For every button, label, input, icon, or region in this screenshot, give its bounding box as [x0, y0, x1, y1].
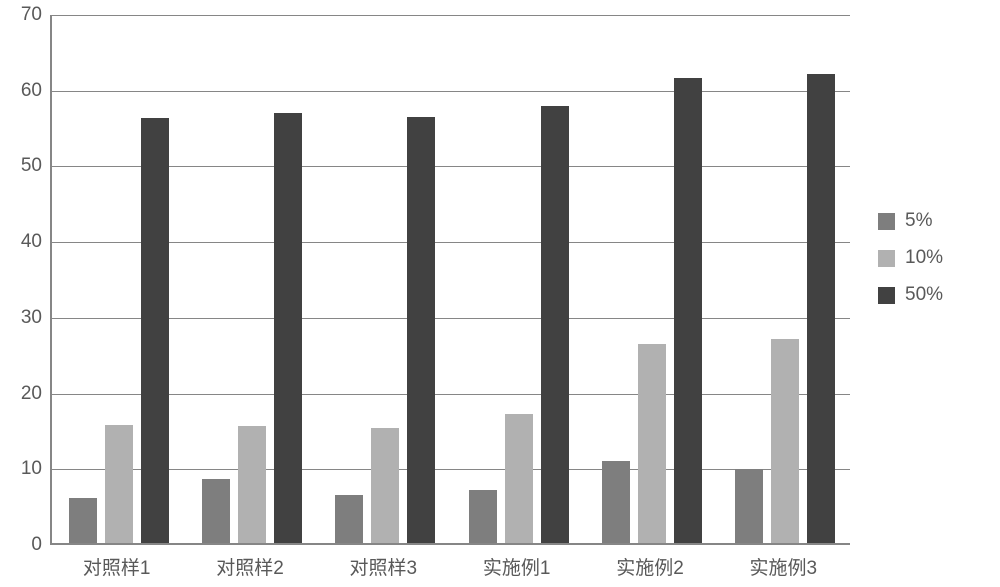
gridline — [52, 394, 850, 395]
bar — [141, 118, 169, 544]
legend-swatch — [878, 213, 895, 230]
legend-item: 10% — [878, 247, 943, 269]
y-tick-label: 20 — [0, 383, 42, 405]
legend: 5% 10% 50% — [878, 210, 943, 306]
y-tick-label: 50 — [0, 155, 42, 177]
chart-container: 5% 10% 50% 0 10 20 30 40 50 60 70 对照样1 对照样2 对照样3 实施例1… — [0, 0, 1000, 587]
bar — [541, 106, 569, 543]
gridline — [52, 15, 850, 16]
y-tick-label: 70 — [0, 4, 42, 26]
x-tick-label: 实施例1 — [483, 553, 551, 580]
y-tick-label: 10 — [0, 458, 42, 480]
y-tick-label: 30 — [0, 307, 42, 329]
gridline — [52, 469, 850, 470]
legend-swatch — [878, 287, 895, 304]
bar — [807, 74, 835, 543]
bar — [469, 490, 497, 543]
gridline — [52, 318, 850, 319]
gridline — [52, 166, 850, 167]
bar — [238, 426, 266, 543]
gridline — [52, 91, 850, 92]
bar — [638, 344, 666, 543]
legend-label: 5% — [905, 210, 932, 232]
legend-swatch — [878, 250, 895, 267]
bar — [69, 498, 97, 543]
legend-item: 5% — [878, 210, 943, 232]
x-tick-label: 实施例3 — [750, 553, 818, 580]
bar — [407, 117, 435, 543]
bar — [371, 428, 399, 543]
bar — [735, 469, 763, 543]
gridline — [52, 242, 850, 243]
y-tick-label: 40 — [0, 231, 42, 253]
y-tick-label: 60 — [0, 80, 42, 102]
bar — [505, 414, 533, 543]
legend-label: 10% — [905, 247, 943, 269]
legend-item: 50% — [878, 284, 943, 306]
x-tick-label: 对照样3 — [350, 553, 418, 580]
x-tick-label: 实施例2 — [616, 553, 684, 580]
bar — [335, 495, 363, 543]
bar — [105, 425, 133, 543]
bar — [771, 339, 799, 543]
plot-area — [50, 15, 850, 545]
y-tick-label: 0 — [0, 534, 42, 556]
x-tick-label: 对照样1 — [83, 553, 151, 580]
bar — [602, 461, 630, 543]
bar — [674, 78, 702, 543]
legend-label: 50% — [905, 284, 943, 306]
x-tick-label: 对照样2 — [216, 553, 284, 580]
bar — [274, 113, 302, 543]
bar — [202, 479, 230, 543]
